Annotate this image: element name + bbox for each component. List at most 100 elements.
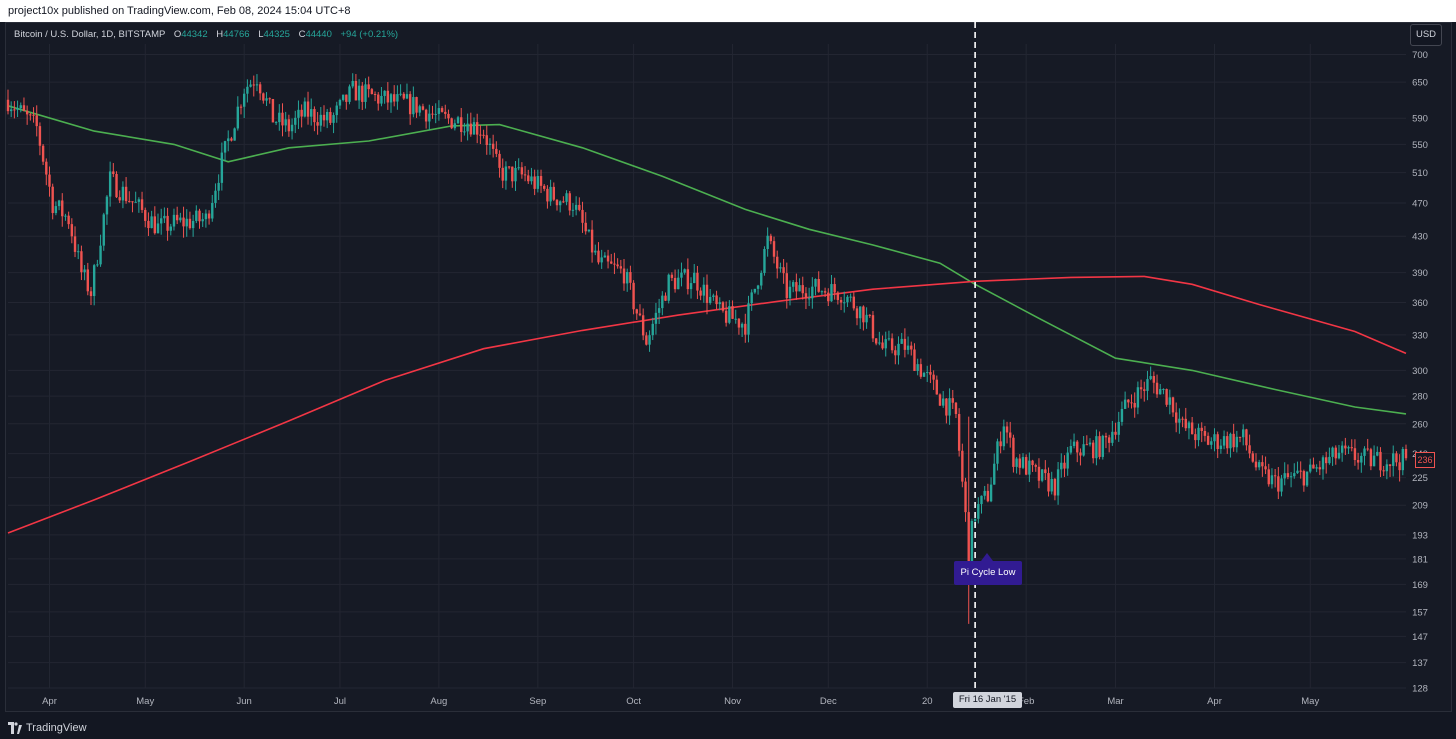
tradingview-brand[interactable]: TradingView (26, 722, 87, 734)
y-tick-label: 128 (1412, 684, 1428, 695)
candle-body (1388, 464, 1392, 466)
candle-body (329, 111, 332, 123)
candle-body (271, 98, 275, 123)
candle-body (1044, 469, 1047, 474)
candle-body (859, 306, 862, 319)
candle-body (871, 315, 875, 339)
candle-body (1165, 389, 1168, 405)
candle-body (772, 241, 776, 257)
candle-body (788, 286, 792, 299)
y-tick-label: 650 (1412, 78, 1428, 89)
candle-body (989, 484, 993, 502)
candle-body (715, 295, 718, 305)
candle-body (1305, 471, 1309, 486)
candle-body (92, 265, 96, 297)
candle-body (227, 138, 230, 142)
candle-body (590, 229, 594, 253)
candle-body (922, 372, 926, 377)
candle-body (514, 167, 517, 182)
candle-body (1366, 448, 1369, 450)
candle-body (488, 143, 492, 145)
y-tick-label: 157 (1412, 607, 1428, 618)
candle-body (491, 143, 495, 149)
candle-body (839, 299, 843, 303)
candle-body (185, 218, 188, 227)
candle-body (134, 201, 137, 203)
candle-body (574, 204, 578, 210)
candle-body (380, 95, 383, 104)
candle-body (1369, 449, 1373, 467)
candle-body (1379, 451, 1382, 471)
candle-body (507, 166, 511, 168)
candle-body (96, 264, 99, 266)
candle-body (993, 463, 996, 485)
candle-body (1024, 457, 1028, 475)
candle-body (99, 245, 102, 265)
candle-body (913, 349, 916, 371)
candle-body (865, 314, 868, 323)
candle-body (724, 310, 728, 323)
candle-body (862, 306, 865, 323)
candle-body (163, 215, 166, 219)
candle-body (906, 345, 910, 350)
candle-body (740, 323, 744, 328)
candle-body (1012, 437, 1015, 467)
candle-body (204, 213, 208, 220)
candle-body (345, 94, 348, 102)
ma-red-line (7, 275, 1407, 534)
candle-body (1309, 464, 1312, 472)
candle-body (249, 84, 252, 87)
candle-body (1133, 402, 1136, 408)
candle-body (1277, 476, 1280, 492)
candle-body (680, 272, 683, 278)
candle-body (1143, 389, 1146, 391)
candle-body (67, 215, 70, 225)
candle-body (801, 285, 804, 294)
candle-body (1200, 427, 1203, 432)
candle-body (172, 214, 176, 227)
candle-body (335, 105, 338, 116)
candle-body (1293, 473, 1296, 477)
candle-body (661, 295, 664, 309)
candle-body (1127, 399, 1130, 403)
candle-body (1021, 457, 1025, 468)
footer-bar: TradingView (0, 717, 1456, 739)
candle-body (319, 114, 322, 126)
candle-body (603, 255, 607, 258)
candle-body (546, 188, 549, 202)
candle-body (728, 306, 731, 323)
candle-body (1273, 475, 1277, 477)
pi-cycle-low-label[interactable]: Pi Cycle Low (954, 561, 1022, 585)
candle-body (910, 345, 913, 350)
price-axis: 700 650 590 550 510 470 430 390 360 330 300 280 260 2… (1412, 50, 1428, 694)
candle-body (73, 236, 77, 252)
candle-body (1101, 435, 1104, 457)
chart-pane[interactable] (5, 22, 1452, 712)
candle-body (1053, 478, 1057, 496)
candle-body (1015, 458, 1018, 467)
tradingview-logo-icon[interactable] (8, 722, 22, 734)
candle-body (348, 86, 351, 102)
candle-body (405, 94, 409, 99)
candle-body (511, 166, 514, 182)
candle-body (734, 318, 737, 320)
currency-button[interactable]: USD (1410, 24, 1442, 46)
candle-body (890, 338, 894, 351)
candle-body (297, 109, 300, 118)
candle-body (558, 201, 562, 206)
candle-body (750, 292, 753, 304)
candle-body (1181, 418, 1184, 420)
x-tick-label: Mar (1107, 696, 1123, 707)
candle-body (718, 302, 721, 305)
candle-body (239, 106, 243, 108)
candle-body (169, 226, 172, 231)
candle-body (1318, 467, 1322, 470)
candle-body (530, 176, 533, 182)
candle-body (657, 308, 661, 313)
candle-body (581, 209, 584, 223)
candle-body (1257, 462, 1261, 468)
candle-body (961, 450, 964, 482)
candle-body (121, 186, 125, 201)
candle-body (964, 481, 967, 513)
